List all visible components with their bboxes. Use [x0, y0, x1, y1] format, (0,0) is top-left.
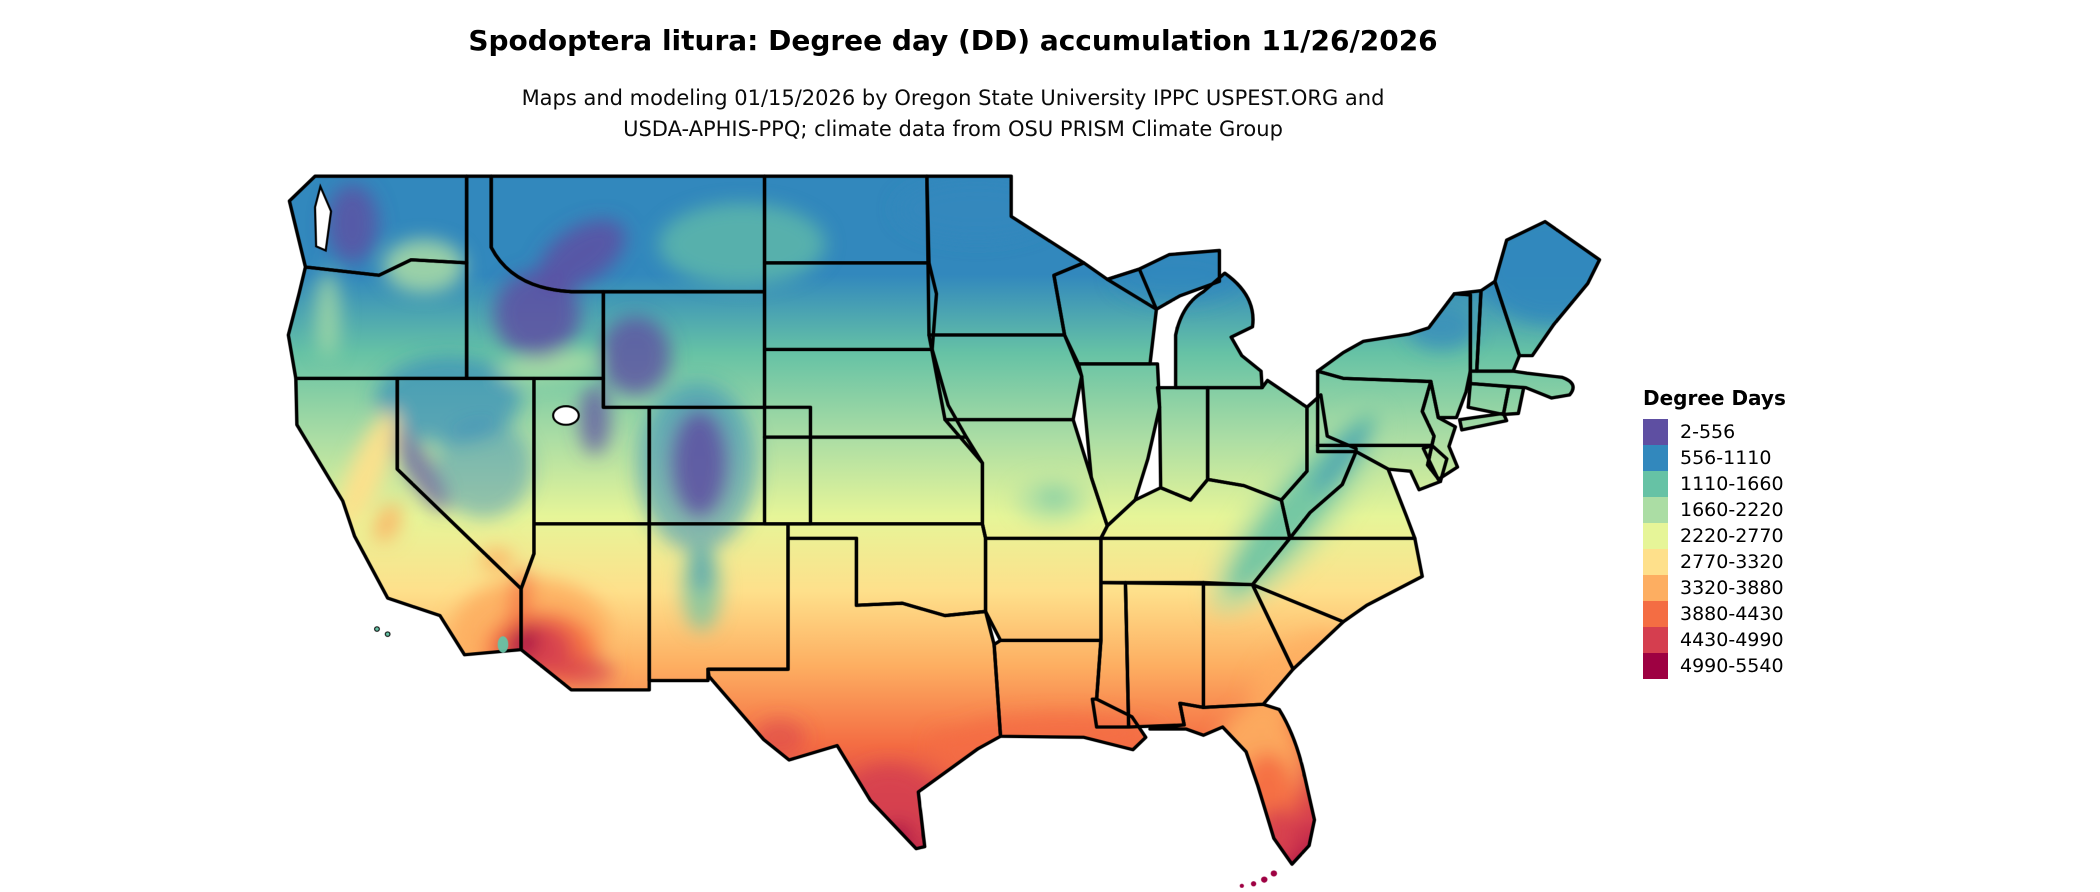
state-shape — [764, 349, 967, 438]
state-shape — [1454, 290, 1481, 372]
subtitle-line-2: USDA-APHIS-PPQ; climate data from OSU PR… — [623, 117, 1283, 141]
salton-sea — [497, 636, 509, 653]
state-shape — [1157, 387, 1208, 501]
legend-item: 4430-4990 — [1643, 627, 1786, 653]
water-features — [313, 183, 1278, 888]
state-border — [1201, 580, 1295, 710]
legend-item-label: 556-1110 — [1680, 447, 1772, 469]
legend-item: 4990-5540 — [1643, 653, 1786, 679]
us-degree-day-map — [286, 174, 1602, 888]
state-border — [1148, 701, 1317, 866]
legend-item: 2-556 — [1643, 419, 1786, 445]
state-shape — [1470, 371, 1574, 398]
legend-item-label: 4430-4990 — [1680, 629, 1784, 651]
legend-swatch — [1643, 497, 1668, 523]
state-shape — [1252, 584, 1344, 670]
state-shape — [1175, 273, 1263, 388]
subtitle-line-1: Maps and modeling 01/15/2026 by Oregon S… — [521, 86, 1385, 110]
legend-item-label: 2770-3320 — [1680, 551, 1784, 573]
state-border — [1475, 279, 1522, 373]
state-border — [1315, 443, 1443, 492]
legend-item: 3320-3880 — [1643, 575, 1786, 601]
state-shape — [707, 538, 1001, 849]
state-border — [927, 333, 1084, 422]
state-border — [706, 536, 1003, 851]
state-borders — [286, 174, 1602, 866]
legend-swatch — [1643, 549, 1668, 575]
state-shape — [788, 523, 986, 616]
legend-title: Degree Days — [1643, 386, 1786, 410]
legend-swatch — [1643, 627, 1668, 653]
state-border — [1457, 411, 1509, 432]
state-border — [1173, 271, 1264, 390]
legend-item: 3880-4430 — [1643, 601, 1786, 627]
state-shape — [295, 378, 522, 655]
legend-item-label: 4990-5540 — [1680, 655, 1784, 677]
legend-swatch — [1643, 419, 1668, 445]
channel-island — [374, 626, 380, 632]
map-title: Spodoptera litura: Degree day (DD) accum… — [468, 24, 1438, 57]
state-border — [1105, 248, 1222, 311]
state-border — [1468, 369, 1575, 400]
legend-items: 2-556 556-1110 1110-1660 1660-2220 2220-2770… — [1643, 419, 1786, 679]
legend-swatch — [1643, 575, 1668, 601]
state-shape — [1476, 281, 1520, 372]
legend-item: 2220-2770 — [1643, 523, 1786, 549]
legend-swatch — [1643, 653, 1668, 679]
state-shape — [764, 437, 983, 524]
legend-swatch — [1643, 601, 1668, 627]
state-shape — [1317, 445, 1441, 490]
florida-keys — [1239, 870, 1278, 888]
legend-item-label: 3880-4430 — [1680, 603, 1784, 625]
state-shape — [1468, 383, 1509, 415]
legend-item-label: 3320-3880 — [1680, 577, 1784, 599]
legend-item: 1660-2220 — [1643, 497, 1786, 523]
state-shape — [928, 335, 1082, 420]
state-border — [1493, 219, 1602, 358]
state-border — [1501, 384, 1526, 417]
legend-item-label: 1660-2220 — [1680, 499, 1784, 521]
great-salt-lake — [552, 405, 580, 426]
legend-swatch — [1643, 445, 1668, 471]
legend-swatch — [1643, 523, 1668, 549]
channel-island — [384, 631, 391, 637]
legend-swatch — [1643, 471, 1668, 497]
state-shape — [985, 538, 1101, 641]
state-shape — [764, 262, 937, 350]
map-subtitle: Maps and modeling 01/15/2026 by Oregon S… — [0, 83, 1906, 145]
state-shape — [1125, 582, 1204, 727]
state-border — [762, 261, 939, 352]
legend: Degree Days 2-556 556-1110 1110-1660 1660-2… — [1643, 386, 1786, 679]
legend-item: 556-1110 — [1643, 445, 1786, 471]
state-shape — [1459, 413, 1507, 430]
legend-item: 1110-1660 — [1643, 471, 1786, 497]
state-border — [1420, 379, 1460, 482]
state-border — [1279, 393, 1358, 540]
legend-item-label: 2-556 — [1680, 421, 1736, 443]
legend-item: 2770-3320 — [1643, 549, 1786, 575]
legend-item-label: 1110-1660 — [1680, 473, 1784, 495]
puget-sound — [313, 183, 333, 252]
legend-item-label: 2220-2770 — [1680, 525, 1784, 547]
